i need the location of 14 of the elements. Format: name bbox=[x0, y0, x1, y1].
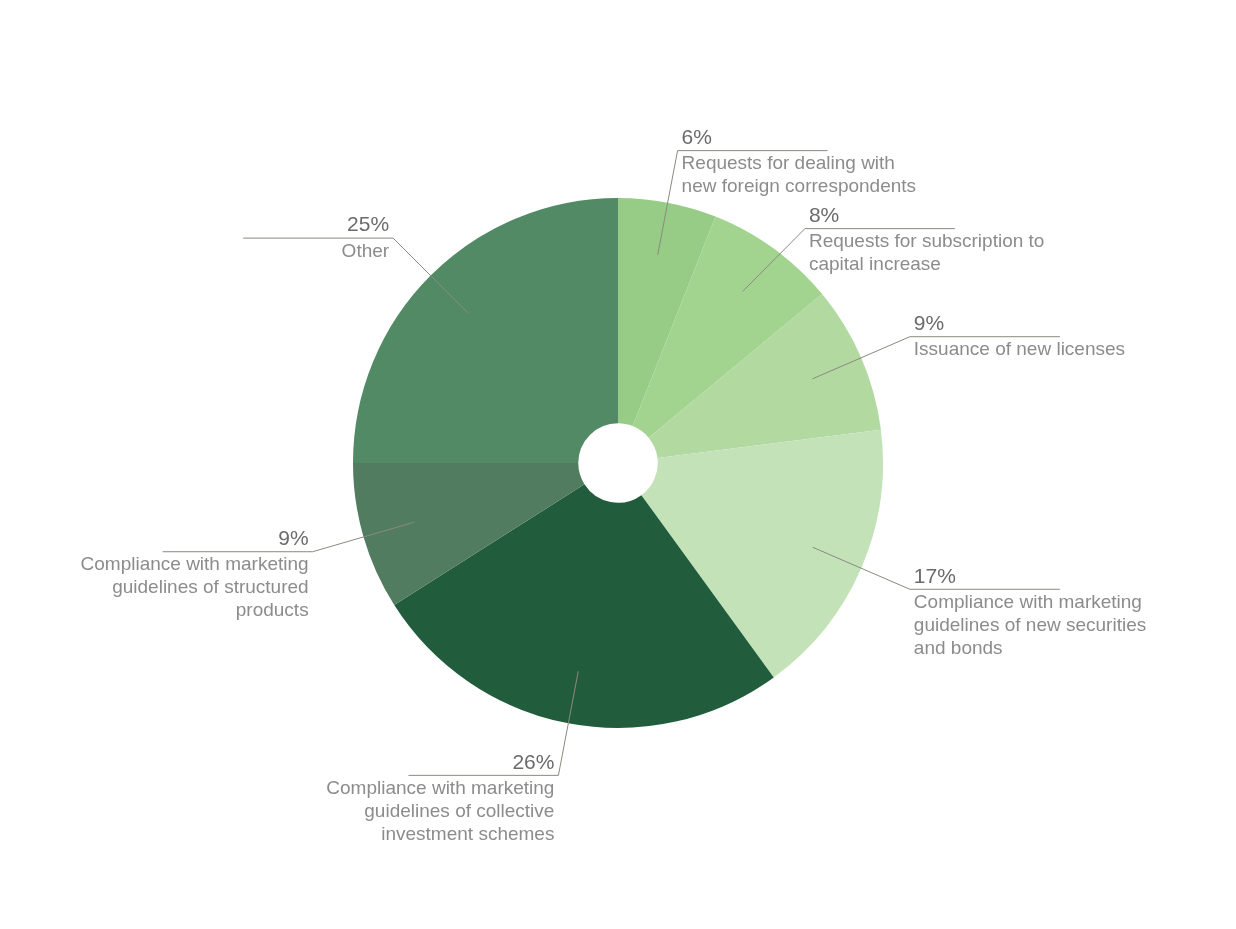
slice-label: Compliance with marketing guidelines of structured products bbox=[80, 553, 309, 621]
data-label: 9% bbox=[278, 526, 309, 550]
slice-label: Compliance with marketing guidelines of collective investment schemes bbox=[326, 777, 555, 845]
slice-label: Compliance with marketing guidelines of new securities and bonds bbox=[913, 591, 1147, 659]
data-label: 9% bbox=[913, 311, 945, 334]
data-label: 25% bbox=[347, 212, 390, 236]
slice-label: Other bbox=[341, 239, 390, 261]
slice-label: Issuance of new licenses bbox=[913, 338, 1126, 360]
data-label: 6% bbox=[681, 124, 712, 148]
data-label: 8% bbox=[808, 202, 840, 226]
slice-label: Requests for subscription to capital increase bbox=[808, 230, 1045, 275]
data-label: 17% bbox=[913, 563, 956, 587]
data-label: 26% bbox=[512, 749, 555, 773]
slice-label: Requests for dealing with new foreign correspondents bbox=[681, 152, 917, 197]
